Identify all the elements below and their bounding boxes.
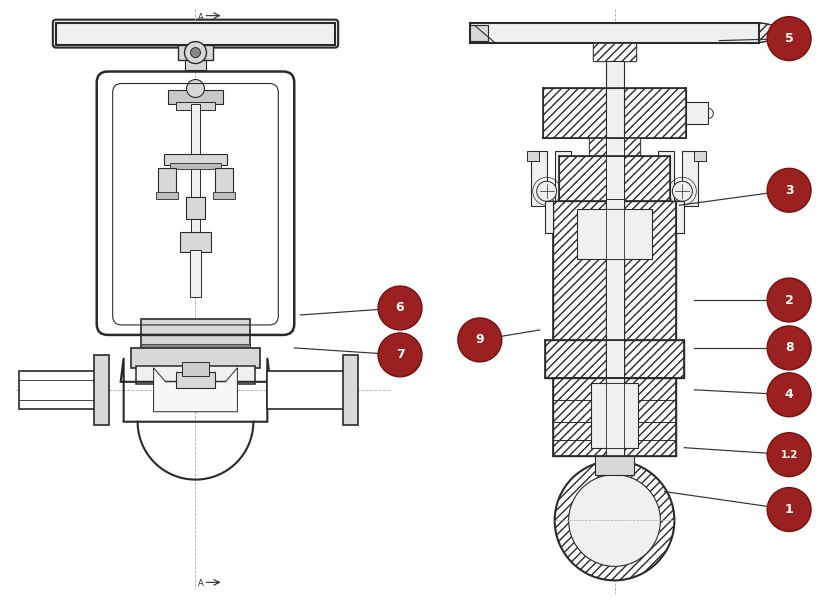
Bar [558, 156, 604, 201]
Bar [604, 89, 622, 138]
Bar [604, 138, 622, 156]
Bar [19, 371, 98, 409]
Bar [167, 91, 223, 104]
Bar [157, 169, 175, 194]
Text: 8: 8 [784, 341, 793, 355]
Circle shape [378, 333, 422, 377]
Bar [56, 22, 335, 45]
Circle shape [767, 373, 810, 417]
Bar [140, 344, 250, 351]
Text: 1: 1 [784, 503, 793, 516]
Bar [215, 169, 233, 194]
Bar [469, 25, 487, 40]
Text: A: A [197, 13, 203, 22]
Bar [552, 201, 604, 340]
Bar [622, 201, 676, 340]
Bar [175, 372, 215, 388]
Circle shape [767, 278, 810, 322]
Circle shape [767, 487, 810, 532]
Bar [588, 138, 640, 156]
Text: 4: 4 [784, 388, 793, 401]
Bar [676, 201, 684, 233]
Bar [554, 152, 570, 206]
Bar [604, 60, 622, 112]
Bar [686, 103, 708, 124]
Bar [526, 152, 538, 161]
Bar [604, 156, 622, 201]
FancyBboxPatch shape [52, 20, 337, 48]
Bar [694, 152, 705, 161]
Text: A: A [197, 579, 203, 588]
Bar [604, 209, 622, 259]
Bar [544, 201, 552, 233]
Bar [156, 192, 178, 199]
Bar [658, 152, 673, 206]
Bar [163, 155, 227, 165]
Circle shape [767, 17, 810, 60]
Bar [130, 348, 260, 368]
Polygon shape [758, 22, 793, 43]
Bar [267, 371, 346, 409]
Bar [622, 340, 684, 378]
Text: 6: 6 [396, 301, 404, 315]
Circle shape [767, 326, 810, 370]
Text: 3: 3 [784, 184, 793, 197]
Bar [178, 45, 213, 60]
Bar [185, 198, 206, 219]
Bar [213, 192, 235, 199]
Bar [604, 340, 622, 378]
Bar [622, 89, 686, 138]
Bar [184, 60, 206, 69]
Circle shape [457, 318, 501, 362]
Bar [135, 366, 255, 384]
Circle shape [186, 80, 204, 97]
Circle shape [568, 475, 659, 567]
Bar [588, 138, 640, 156]
Bar [604, 199, 622, 342]
Bar [622, 378, 676, 455]
Polygon shape [120, 358, 270, 422]
Bar [594, 455, 634, 475]
Circle shape [767, 169, 810, 212]
Bar [342, 355, 358, 425]
Bar [140, 319, 250, 347]
Text: 5: 5 [784, 32, 793, 45]
Bar [592, 43, 636, 60]
Circle shape [536, 181, 556, 201]
Bar [170, 163, 221, 169]
Circle shape [672, 181, 691, 201]
Bar [190, 104, 200, 286]
Circle shape [184, 42, 206, 63]
Bar [576, 209, 652, 259]
Bar [530, 152, 546, 206]
Bar [189, 250, 201, 297]
Bar [181, 362, 209, 376]
Bar [542, 89, 604, 138]
Text: 9: 9 [475, 333, 483, 347]
Circle shape [767, 432, 810, 477]
Bar [604, 378, 622, 455]
Bar [179, 232, 211, 252]
Bar [592, 43, 636, 60]
Text: 1.2: 1.2 [780, 449, 797, 460]
Bar [469, 22, 758, 43]
Circle shape [190, 48, 200, 57]
Text: 7: 7 [395, 349, 404, 361]
Circle shape [554, 461, 673, 580]
Bar [622, 156, 670, 201]
Text: 2: 2 [784, 294, 793, 306]
Bar [175, 103, 215, 111]
Bar [592, 43, 636, 60]
Polygon shape [153, 368, 238, 412]
Bar [93, 355, 109, 425]
Bar [552, 378, 604, 455]
Bar [544, 340, 604, 378]
Bar [590, 383, 638, 448]
Bar [604, 383, 622, 448]
Bar [681, 152, 698, 206]
Circle shape [378, 286, 422, 330]
